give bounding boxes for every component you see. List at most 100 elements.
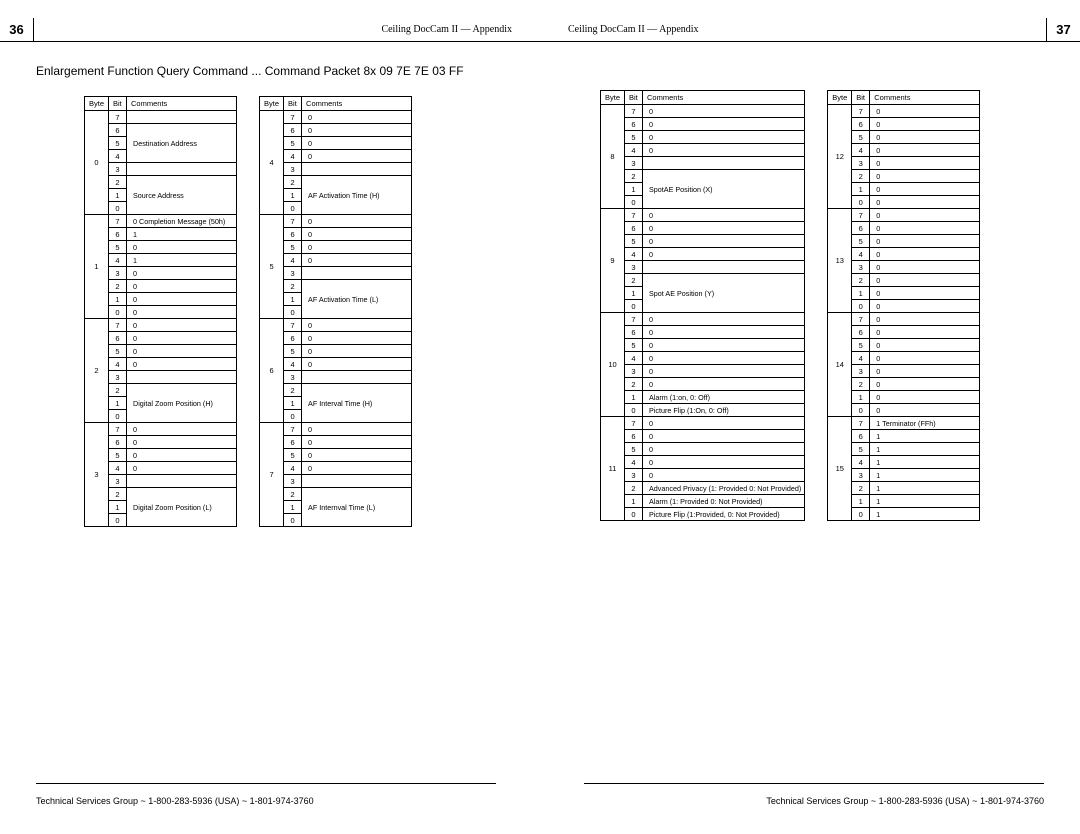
comment-cell: 0	[302, 319, 412, 332]
bit-cell: 1	[109, 397, 127, 410]
bit-cell: 4	[109, 254, 127, 267]
table-row: 170 Completion Message (50h)	[85, 215, 237, 228]
comment-cell: 0	[302, 228, 412, 241]
bit-cell: 3	[284, 267, 302, 280]
bit-cell: 7	[284, 215, 302, 228]
comment-cell: Destination Address	[127, 124, 237, 163]
bit-table: ByteBitComments1270605040302010001370605…	[827, 90, 980, 521]
bit-cell: 0	[852, 300, 870, 313]
bit-cell: 2	[625, 170, 643, 183]
bit-cell: 2	[852, 170, 870, 183]
bit-cell: 4	[284, 150, 302, 163]
bit-cell: 4	[284, 254, 302, 267]
bit-cell: 6	[109, 228, 127, 241]
col-byte: Byte	[601, 91, 625, 105]
comment-cell: Source Address	[127, 176, 237, 215]
bit-table: ByteBitComments87060504032SpotAE Positio…	[600, 90, 805, 521]
bit-cell: 3	[625, 469, 643, 482]
table-row: 3	[601, 261, 805, 274]
bit-cell: 1	[109, 501, 127, 514]
comment-cell: 0	[302, 345, 412, 358]
bit-cell: 2	[625, 274, 643, 287]
table-row: 0Picture Flip (1:Provided, 0: Not Provid…	[601, 508, 805, 521]
table-row: 50	[601, 443, 805, 456]
comment-cell: 1	[870, 482, 980, 495]
comment-cell: 0	[870, 170, 980, 183]
comment-cell: 0	[127, 306, 237, 319]
table-row: 3	[601, 157, 805, 170]
comment-cell: Digital Zoom Position (H)	[127, 384, 237, 423]
byte-cell: 2	[85, 319, 109, 423]
bit-cell: 6	[109, 436, 127, 449]
bit-cell: 7	[852, 417, 870, 430]
header-title-right: Ceiling DocCam II — Appendix	[540, 24, 1046, 35]
comment-cell: 0	[870, 261, 980, 274]
bit-cell: 7	[852, 105, 870, 118]
comment-cell: 0	[643, 313, 805, 326]
table-row: 40	[601, 352, 805, 365]
bit-cell: 7	[852, 313, 870, 326]
comment-cell: AF Interval Time (H)	[302, 384, 412, 423]
comment-cell: 0	[302, 254, 412, 267]
footer-left: Technical Services Group ~ 1-800-283-593…	[36, 796, 314, 806]
bit-cell: 5	[852, 131, 870, 144]
table-row: 1Alarm (1:on, 0: Off)	[601, 391, 805, 404]
comment-cell: 0	[643, 443, 805, 456]
comment-cell: 0	[870, 274, 980, 287]
bit-cell: 0	[284, 514, 302, 527]
bit-cell: 3	[284, 371, 302, 384]
bit-cell: 4	[852, 456, 870, 469]
comment-cell: Picture Flip (1:On, 0: Off)	[643, 404, 805, 417]
table-row: 07	[85, 111, 237, 124]
bit-cell: 6	[284, 436, 302, 449]
comment-cell: 0	[643, 417, 805, 430]
comment-cell: Advanced Privacy (1: Provided 0: Not Pro…	[643, 482, 805, 495]
comment-cell: 0	[302, 449, 412, 462]
bit-cell: 2	[625, 482, 643, 495]
comment-cell: 0	[870, 248, 980, 261]
comment-cell: 0	[643, 430, 805, 443]
comment-cell: 0	[302, 124, 412, 137]
comment-cell: 0	[127, 423, 237, 436]
col-comments: Comments	[643, 91, 805, 105]
comment-cell: 0	[870, 287, 980, 300]
bit-cell: 0	[284, 306, 302, 319]
comment-cell	[302, 163, 412, 176]
bit-cell: 3	[284, 475, 302, 488]
table-row: 40	[601, 456, 805, 469]
col-bit: Bit	[852, 91, 870, 105]
bit-cell: 5	[852, 235, 870, 248]
bit-cell: 1	[284, 189, 302, 202]
comment-cell: 0	[643, 118, 805, 131]
comment-cell: 0	[643, 456, 805, 469]
bit-cell: 4	[852, 144, 870, 157]
byte-cell: 3	[85, 423, 109, 527]
comment-cell: 0	[870, 105, 980, 118]
comment-cell: 0	[870, 352, 980, 365]
comment-cell: 1	[870, 456, 980, 469]
bit-cell: 3	[852, 261, 870, 274]
bit-cell: 1	[852, 495, 870, 508]
table4-container: ByteBitComments1270605040302010001370605…	[827, 90, 980, 521]
comment-cell: 0	[870, 131, 980, 144]
comment-cell: AF Activation Time (L)	[302, 280, 412, 319]
bit-cell: 5	[284, 449, 302, 462]
comment-cell	[302, 475, 412, 488]
bit-cell: 7	[109, 215, 127, 228]
comment-cell: 0	[870, 339, 980, 352]
comment-cell: 0	[870, 313, 980, 326]
col-comments: Comments	[127, 97, 237, 111]
comment-cell: 0	[302, 241, 412, 254]
bit-cell: 0	[852, 404, 870, 417]
bit-cell: 3	[625, 261, 643, 274]
bit-cell: 6	[284, 332, 302, 345]
comment-cell: 0	[870, 404, 980, 417]
comment-cell: 0	[643, 365, 805, 378]
bit-cell: 0	[284, 410, 302, 423]
comment-cell: 0	[302, 111, 412, 124]
bit-cell: 1	[625, 183, 643, 196]
bit-cell: 6	[852, 326, 870, 339]
bit-cell: 0	[109, 514, 127, 527]
table-row: 1571 Terminator (FFh)	[828, 417, 980, 430]
table-row: 50	[601, 235, 805, 248]
